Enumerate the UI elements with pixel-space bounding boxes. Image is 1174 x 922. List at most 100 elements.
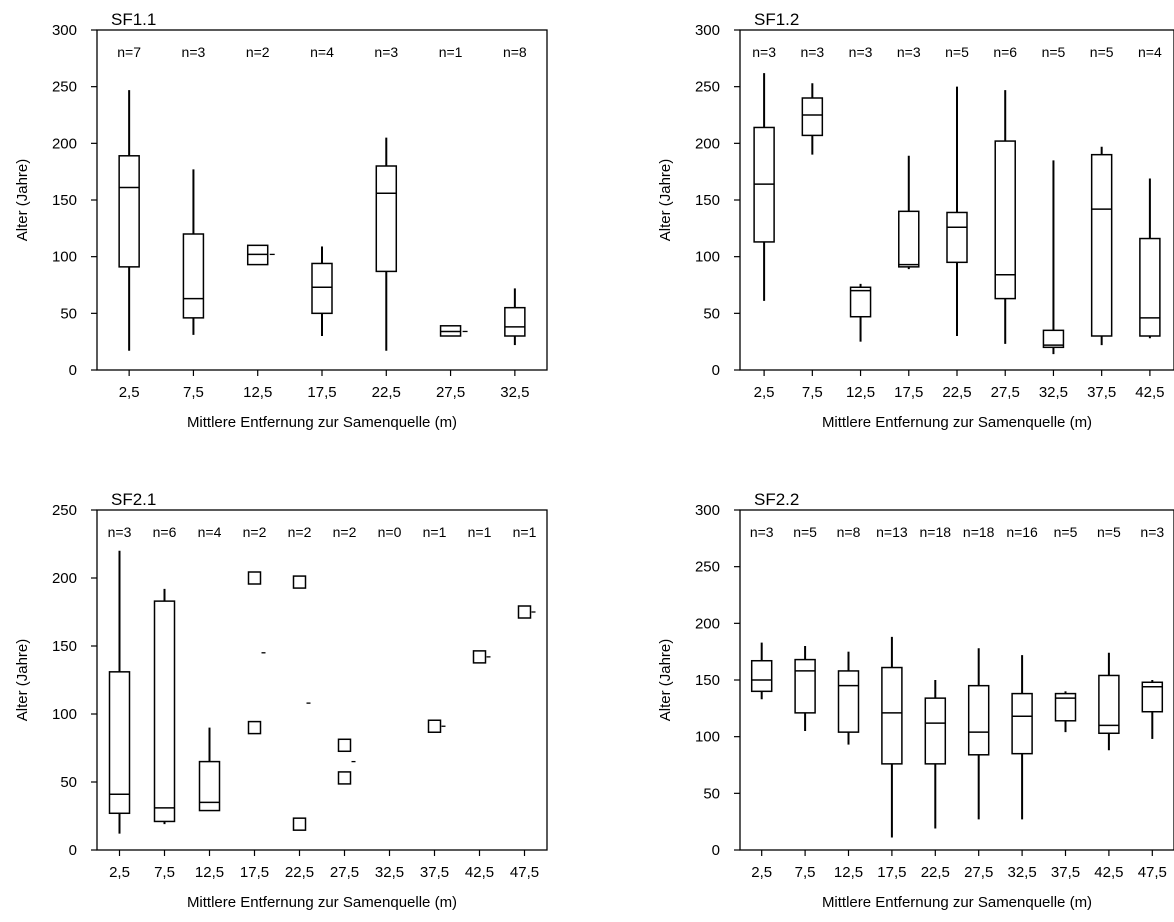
box-plot [967,648,990,820]
box-plot [118,90,140,351]
box-plot [1042,160,1065,355]
x-tick-label: 47,5 [1138,864,1167,881]
x-tick-label: 22,5 [372,384,401,401]
box [881,666,903,765]
box-plot [924,680,947,829]
n-label: n=2 [288,524,312,540]
n-label: n=3 [849,44,873,60]
data-point [517,605,532,619]
y-axis-label: Alter (Jahre) [14,159,31,242]
y-tick-label: 250 [695,79,720,96]
y-tick-label: 0 [69,362,77,379]
n-label: n=5 [793,524,817,540]
box [1141,681,1164,713]
x-tick-label: 32,5 [1039,384,1068,401]
box-plot [108,550,131,834]
x-tick-label: 32,5 [375,864,404,881]
y-tick-label: 150 [695,192,720,209]
box-plot [1098,652,1120,751]
x-tick-label: 27,5 [964,864,993,881]
x-tick-label: 27,5 [330,864,359,881]
data-point [337,771,352,785]
box-plot [753,73,775,301]
box [794,658,816,714]
y-tick-label: 300 [695,502,720,519]
box [198,760,221,812]
box [750,659,773,693]
x-tick-label: 17,5 [894,384,923,401]
n-label: n=3 [800,44,824,60]
box-plot [439,325,468,337]
plot-frame [96,509,548,851]
y-tick-label: 300 [52,22,77,39]
box [311,262,333,315]
box-plot [375,137,398,351]
x-axis-label: Mittlere Entfernung zur Samenquelle (m) [187,894,457,911]
n-label: n=1 [439,44,463,60]
box [1098,674,1120,735]
box [898,210,920,268]
n-label: n=4 [1138,44,1162,60]
n-label: n=1 [513,524,537,540]
n-label: n=7 [117,44,141,60]
y-axis-label: Alter (Jahre) [657,159,674,242]
n-label: n=6 [153,524,177,540]
y-tick-label: 250 [695,559,720,576]
n-label: n=4 [198,524,222,540]
n-label: n=1 [468,524,492,540]
box [994,140,1016,300]
box [118,155,140,268]
box-plot [1090,146,1113,346]
x-tick-label: 37,5 [420,864,449,881]
x-tick-label: 22,5 [921,864,950,881]
n-label: n=5 [1090,44,1114,60]
n-label: n=3 [750,524,774,540]
x-tick-label: 2,5 [754,384,775,401]
box [924,697,947,765]
y-tick-label: 200 [695,615,720,632]
box [1090,153,1113,337]
n-label: n=3 [108,524,132,540]
box-plot [311,246,333,336]
data-point [247,571,262,585]
y-tick-label: 50 [60,305,77,322]
box [849,286,872,318]
x-tick-label: 32,5 [500,384,529,401]
x-tick-label: 17,5 [877,864,906,881]
y-tick-label: 0 [69,842,77,859]
box [504,306,526,337]
box-plot [182,169,205,335]
x-axis-label: Mittlere Entfernung zur Samenquelle (m) [822,894,1092,911]
y-tick-label: 100 [52,706,77,723]
n-label: n=2 [333,524,357,540]
chart-panel-4: SF2.2 0 50 100 150 200 250 300 Alter (Jahre) 2,5 n… [657,490,1174,911]
box-plot [1141,680,1164,739]
x-tick-label: 37,5 [1051,864,1080,881]
n-label: n=5 [1042,44,1066,60]
x-tick-label: 37,5 [1087,384,1116,401]
n-label: n=4 [310,44,334,60]
chart-title: SF1.1 [111,10,156,29]
box-plot [898,155,920,270]
n-label: n=3 [182,44,206,60]
x-tick-label: 12,5 [846,384,875,401]
x-tick-label: 7,5 [154,864,175,881]
y-tick-label: 50 [703,785,720,802]
y-axis-label: Alter (Jahre) [14,639,31,722]
n-label: n=5 [1097,524,1121,540]
x-axis-label: Mittlere Entfernung zur Samenquelle (m) [822,414,1092,431]
y-axis-label: Alter (Jahre) [657,639,674,722]
box [1042,329,1065,349]
n-label: n=8 [503,44,527,60]
x-tick-label: 2,5 [109,864,130,881]
box [1011,692,1033,755]
box-plot [246,244,275,266]
chart-panel-2: SF1.2 0 50 100 150 200 250 300 Alter (Jahre) 2,5 n… [657,10,1174,431]
data-point [337,738,352,753]
x-tick-label: 32,5 [1007,864,1036,881]
y-tick-label: 150 [52,192,77,209]
n-label: n=3 [374,44,398,60]
n-label: n=3 [897,44,921,60]
x-tick-label: 22,5 [942,384,971,401]
